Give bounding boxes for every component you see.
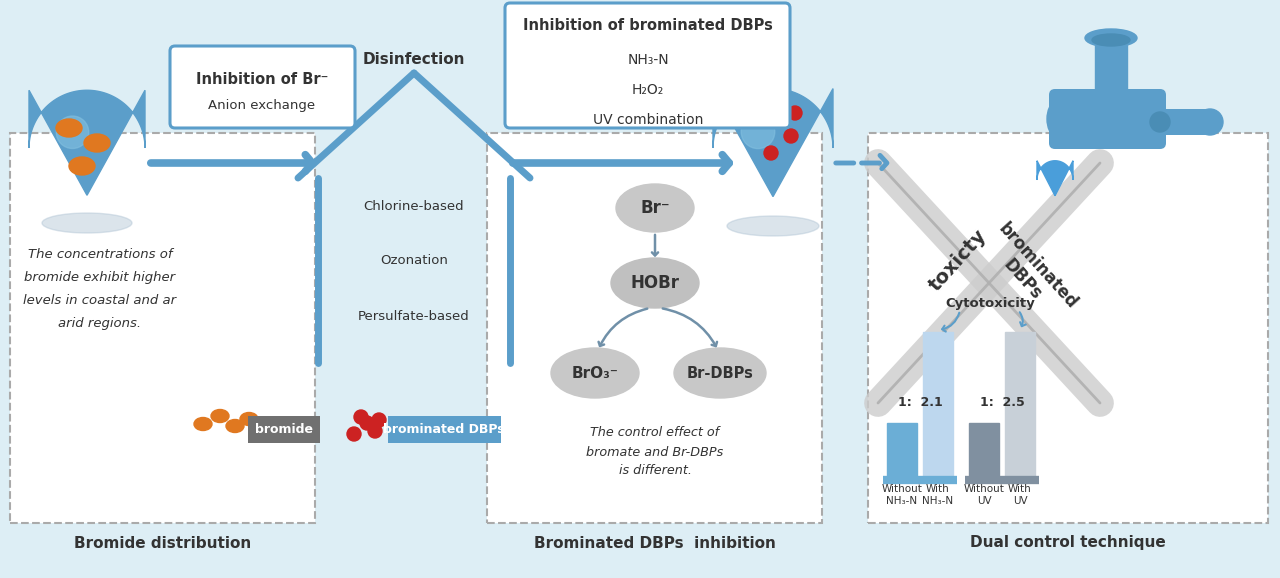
Bar <box>1005 332 1036 480</box>
Ellipse shape <box>727 216 819 236</box>
Circle shape <box>754 113 768 127</box>
FancyBboxPatch shape <box>170 46 355 128</box>
Circle shape <box>764 146 778 160</box>
Text: is different.: is different. <box>618 465 691 477</box>
Text: Brominated DBPs  inhibition: Brominated DBPs inhibition <box>534 535 776 550</box>
Text: H₂O₂: H₂O₂ <box>632 83 664 97</box>
Polygon shape <box>1037 161 1073 196</box>
Text: 1:  2.1: 1: 2.1 <box>897 397 942 409</box>
Text: brominated
DBPs: brominated DBPs <box>979 220 1080 327</box>
Circle shape <box>56 116 88 149</box>
Text: NH₃-N: NH₃-N <box>627 53 669 67</box>
Text: bromide: bromide <box>255 423 314 436</box>
Text: The control effect of: The control effect of <box>590 427 719 439</box>
Circle shape <box>771 91 785 105</box>
Text: Dual control technique: Dual control technique <box>970 535 1166 550</box>
Polygon shape <box>713 88 833 197</box>
Text: The concentrations of: The concentrations of <box>28 248 173 261</box>
Ellipse shape <box>675 348 765 398</box>
Text: Br-DBPs: Br-DBPs <box>686 365 754 380</box>
Bar <box>923 332 954 480</box>
Text: Disinfection: Disinfection <box>362 53 465 68</box>
FancyBboxPatch shape <box>506 3 790 128</box>
Polygon shape <box>29 90 145 195</box>
Ellipse shape <box>56 119 82 137</box>
Text: Chlorine-based: Chlorine-based <box>364 199 465 213</box>
Text: HOBr: HOBr <box>631 274 680 292</box>
Text: bromate and Br-DBPs: bromate and Br-DBPs <box>586 446 723 458</box>
Ellipse shape <box>84 134 110 152</box>
Circle shape <box>369 424 381 438</box>
Bar <box>10 133 315 523</box>
Circle shape <box>360 416 374 430</box>
Text: Inhibition of brominated DBPs: Inhibition of brominated DBPs <box>524 17 773 32</box>
Bar <box>1094 40 1126 100</box>
Ellipse shape <box>241 413 259 425</box>
FancyBboxPatch shape <box>1156 109 1213 135</box>
Ellipse shape <box>611 258 699 308</box>
Text: Anion exchange: Anion exchange <box>209 99 316 113</box>
Text: bromide exhibit higher: bromide exhibit higher <box>24 271 175 284</box>
Text: Cytotoxicity: Cytotoxicity <box>945 297 1034 309</box>
Text: 1:  2.5: 1: 2.5 <box>979 397 1024 409</box>
Ellipse shape <box>1047 103 1062 135</box>
Circle shape <box>783 129 797 143</box>
Text: arid regions.: arid regions. <box>59 317 142 330</box>
Circle shape <box>741 115 774 149</box>
Circle shape <box>1149 112 1170 132</box>
Text: brominated DBPs: brominated DBPs <box>383 423 504 436</box>
Circle shape <box>788 106 803 120</box>
Ellipse shape <box>69 157 95 175</box>
Text: Persulfate-based: Persulfate-based <box>358 309 470 323</box>
Ellipse shape <box>616 184 694 232</box>
FancyBboxPatch shape <box>1050 89 1166 149</box>
FancyBboxPatch shape <box>388 416 500 443</box>
Text: Bromide distribution: Bromide distribution <box>74 535 252 550</box>
Text: Without
NH₃-N: Without NH₃-N <box>882 484 923 506</box>
Bar <box>868 133 1268 523</box>
Text: Ozonation: Ozonation <box>380 254 448 268</box>
Text: With
NH₃-N: With NH₃-N <box>923 484 954 506</box>
Ellipse shape <box>550 348 639 398</box>
Text: Inhibition of Br⁻: Inhibition of Br⁻ <box>196 72 328 87</box>
Text: UV combination: UV combination <box>593 113 703 127</box>
Circle shape <box>372 413 387 427</box>
Text: Without
UV: Without UV <box>964 484 1005 506</box>
Bar <box>969 423 998 480</box>
Circle shape <box>1197 109 1222 135</box>
Ellipse shape <box>1085 29 1137 47</box>
Text: With
UV: With UV <box>1009 484 1032 506</box>
Bar <box>486 133 822 523</box>
Ellipse shape <box>1092 34 1130 46</box>
Circle shape <box>355 410 369 424</box>
Bar <box>887 423 916 480</box>
Text: levels in coastal and ar: levels in coastal and ar <box>23 294 177 307</box>
Ellipse shape <box>211 409 229 423</box>
Circle shape <box>347 427 361 441</box>
Text: toxicty: toxicty <box>925 225 991 295</box>
FancyBboxPatch shape <box>248 416 320 443</box>
Text: BrO₃⁻: BrO₃⁻ <box>572 365 618 380</box>
Ellipse shape <box>227 420 244 432</box>
Ellipse shape <box>195 417 212 431</box>
Text: Br⁻: Br⁻ <box>640 199 669 217</box>
Ellipse shape <box>42 213 132 233</box>
